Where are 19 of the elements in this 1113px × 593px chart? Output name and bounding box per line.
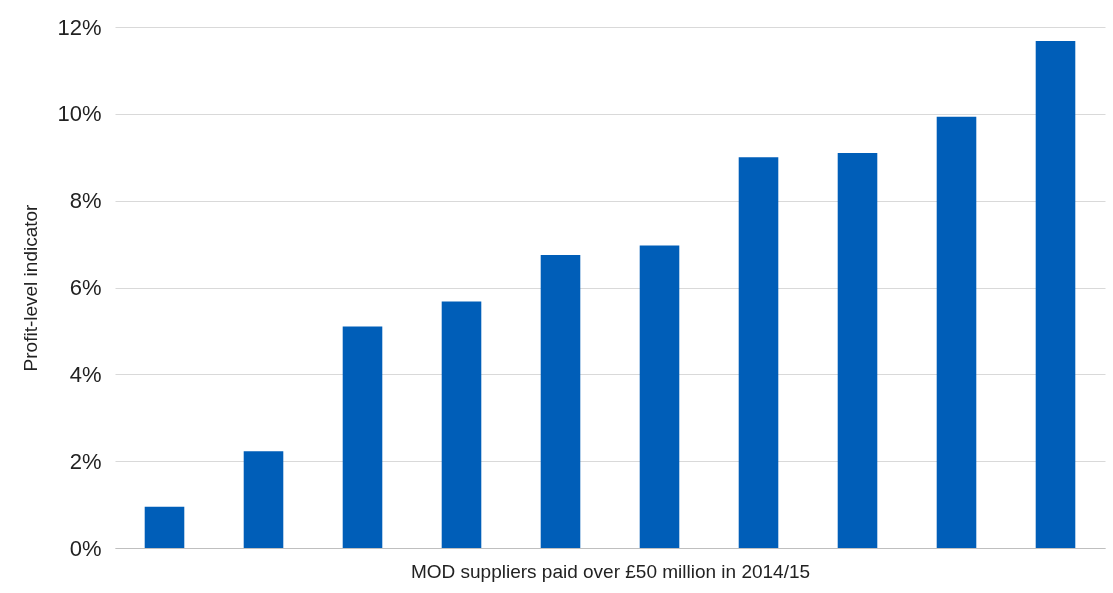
y-tick-label: 8%	[69, 188, 102, 214]
bar	[144, 506, 185, 548]
y-tick-label: 2%	[69, 448, 102, 474]
y-tick-label: 12%	[57, 14, 102, 40]
y-tick-label: 6%	[69, 275, 102, 300]
bar	[243, 451, 284, 548]
bar	[342, 326, 383, 548]
y-tick-label: 0%	[69, 535, 102, 561]
bar	[639, 245, 680, 548]
bar	[1035, 40, 1076, 548]
bar	[837, 152, 878, 548]
bar	[441, 301, 482, 548]
x-axis-title: MOD suppliers paid over £50 million in 2014/15	[410, 560, 811, 582]
bar	[936, 116, 977, 548]
y-tick-label: 10%	[57, 101, 102, 127]
y-tick-label: 4%	[69, 361, 102, 387]
bar	[738, 157, 779, 548]
bar	[540, 254, 581, 548]
y-axis-title: Profit-level indicator	[20, 203, 42, 372]
